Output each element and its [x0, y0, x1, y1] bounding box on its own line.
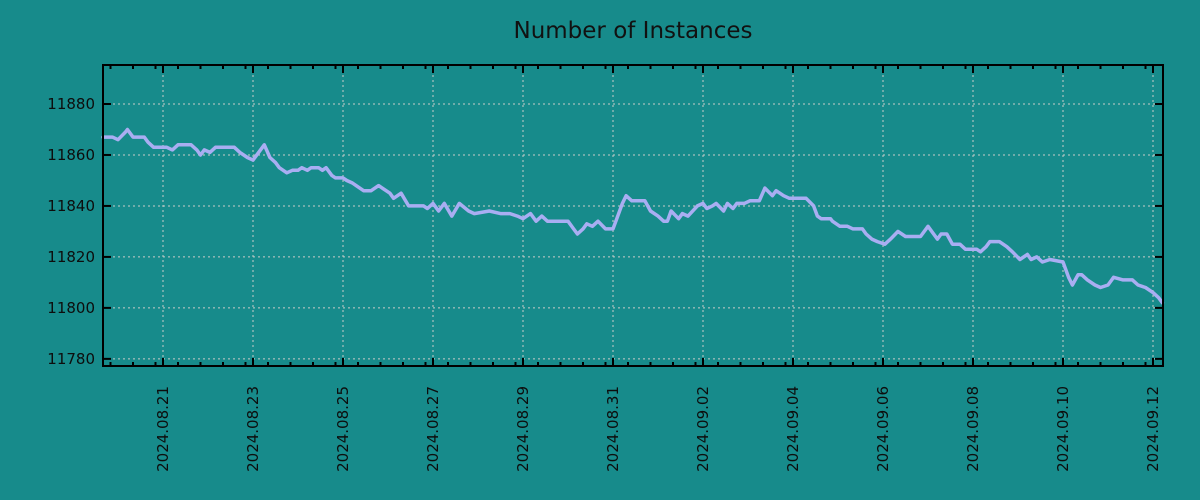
- axes-layer: [102, 64, 1164, 367]
- x-tick-label: 2024.09.10: [1054, 386, 1072, 472]
- x-tick-label: 2024.09.04: [784, 386, 802, 472]
- x-tick-label: 2024.08.23: [244, 386, 262, 472]
- y-tick-label: 11880: [47, 95, 95, 113]
- x-tick-label: 2024.09.06: [874, 386, 892, 472]
- x-tick-label: 2024.09.02: [694, 386, 712, 472]
- x-tick-label: 2024.09.12: [1144, 386, 1162, 472]
- x-tick-label: 2024.08.21: [154, 386, 172, 472]
- x-tick-label: 2024.09.08: [964, 386, 982, 472]
- y-tick-label: 11800: [47, 299, 95, 317]
- tick-labels-layer: 11780 11800 11820 11840 11860 11880 2024.08.21…: [47, 95, 1162, 472]
- x-tick-label: 2024.08.29: [514, 386, 532, 472]
- y-tick-label: 11860: [47, 146, 95, 164]
- x-tick-label: 2024.08.27: [424, 386, 442, 472]
- y-tick-label: 11820: [47, 248, 95, 266]
- x-tick-label: 2024.08.25: [334, 386, 352, 472]
- y-tick-label: 11780: [47, 350, 95, 368]
- series-layer: [101, 127, 1165, 305]
- x-tick-label: 2024.08.31: [604, 386, 622, 472]
- chart-title: Number of Instances: [514, 18, 753, 44]
- grid-layer: [103, 65, 1163, 366]
- series-line: [101, 127, 1165, 305]
- y-tick-label: 11840: [47, 197, 95, 215]
- plot-border: [102, 64, 1164, 367]
